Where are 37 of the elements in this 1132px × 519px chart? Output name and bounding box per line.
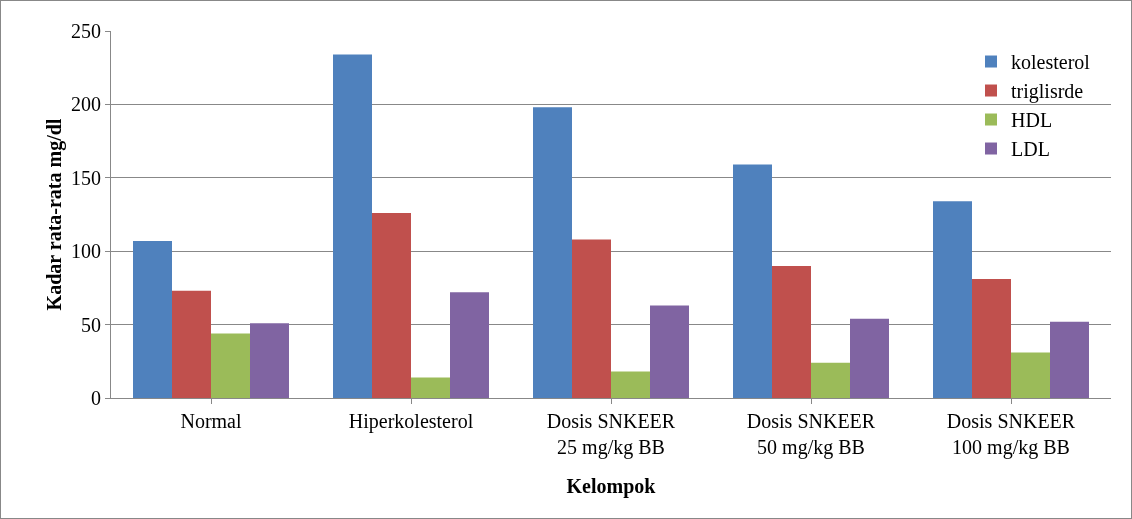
bar [211,333,250,398]
legend-label: HDL [1011,109,1053,132]
x-tick-label: Hiperkolesterol [348,410,474,433]
y-tick-label: 0 [91,387,101,409]
legend-label: kolesterol [1011,51,1091,74]
bar [850,318,889,398]
bar [572,239,611,398]
y-tick-label: 150 [71,166,101,189]
x-axis-title: Kelompok [566,474,657,498]
bar [411,377,450,398]
bar [1011,352,1050,398]
y-tick-label: 200 [71,93,101,116]
bar [933,201,972,398]
x-tick-label: Dosis SNKEER 50 mg/kg BB [746,410,876,459]
bar [611,371,650,398]
legend-label: triglisrde [1011,80,1084,104]
x-tick-label: Dosis SNKEER 100 mg/kg BB [946,410,1076,459]
x-tick-label: Dosis SNKEER 25 mg/kg BB [546,410,676,459]
y-tick-label: 250 [71,20,101,42]
bar [811,362,850,398]
legend-label: LDL [1011,138,1050,161]
bar [450,292,489,398]
bar [172,290,211,398]
bar [372,213,411,398]
bar [972,279,1011,398]
bar [533,107,572,398]
bar [333,54,372,398]
bar [133,240,172,398]
bar [650,305,689,398]
y-axis-title: Kadar rata-rata mg/dl [43,118,66,311]
bar [733,164,772,398]
y-tick-label: 100 [71,240,101,263]
bar [1050,321,1089,398]
bar [250,323,289,398]
x-tick-label: Normal [180,410,242,432]
y-tick-label: 50 [81,313,101,336]
bar [772,265,811,398]
